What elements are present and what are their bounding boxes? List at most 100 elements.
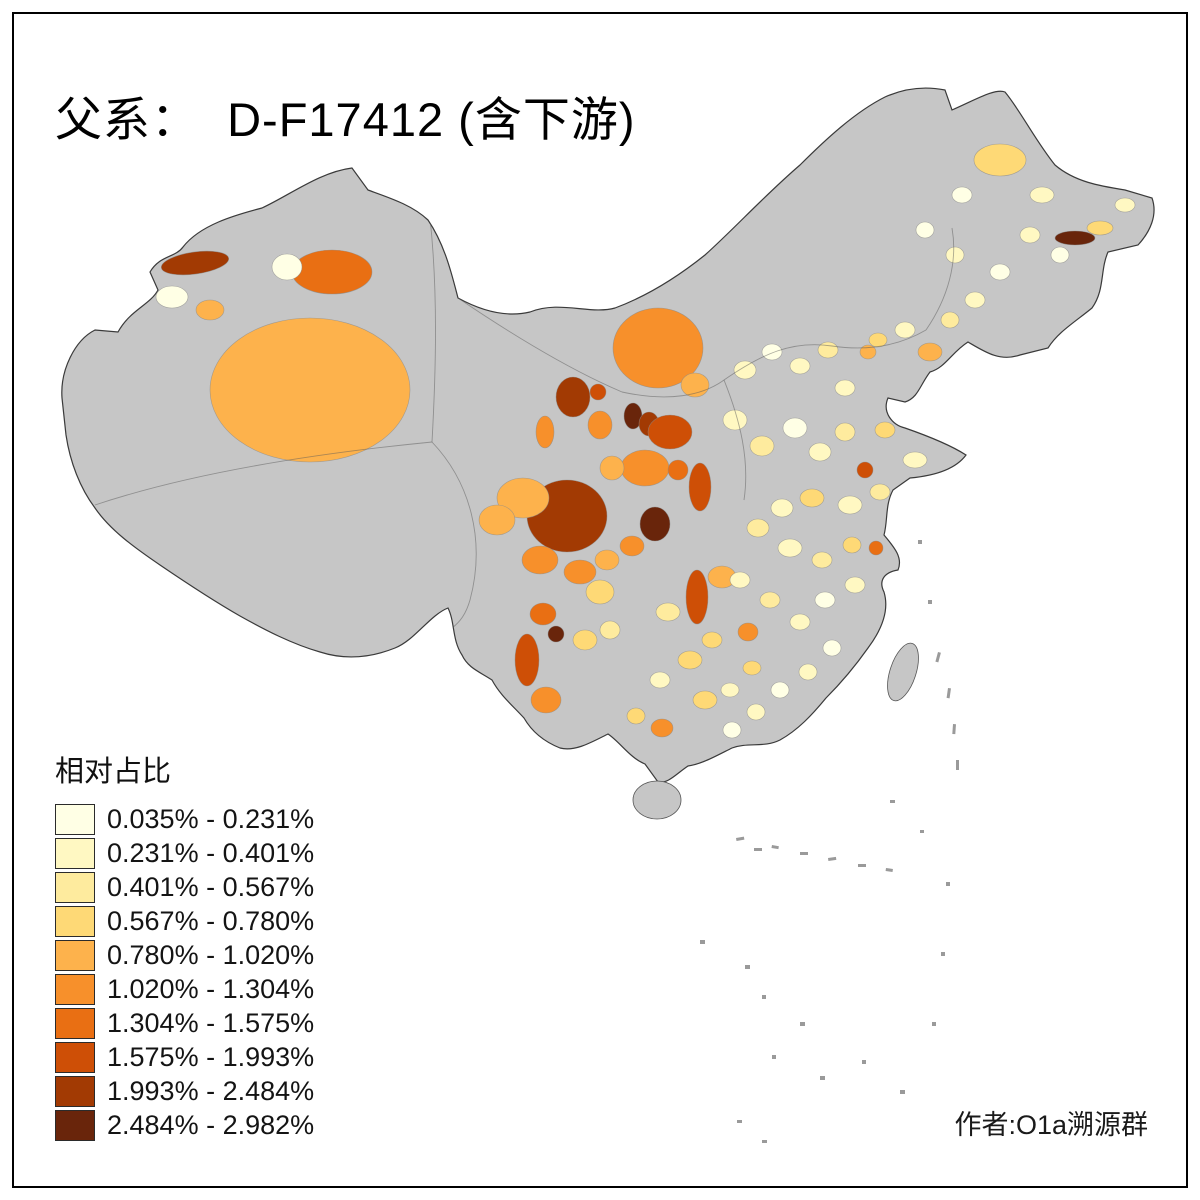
legend-row: 1.993% - 2.484% [55, 1075, 315, 1107]
prefecture-region [667, 459, 689, 481]
prefecture-region [647, 414, 693, 450]
prefecture-region [555, 376, 591, 418]
sea-islet-dash [935, 652, 941, 663]
prefecture-region [789, 613, 811, 631]
prefecture-region [692, 690, 718, 710]
prefecture-region [733, 360, 757, 380]
legend-label: 1.993% - 2.484% [107, 1075, 315, 1106]
prefecture-region [917, 342, 943, 362]
prefecture-region [639, 506, 671, 542]
prefecture-region [529, 602, 557, 626]
prefecture-region [649, 671, 671, 689]
prefecture-region [799, 488, 825, 508]
prefecture-region [195, 299, 225, 321]
legend-label: 1.304% - 1.575% [107, 1007, 315, 1038]
islands [632, 642, 919, 820]
prefecture-region [729, 571, 751, 589]
legend-row: 1.304% - 1.575% [55, 1007, 315, 1039]
prefecture-region [209, 317, 411, 463]
legend-swatch [55, 1109, 95, 1141]
prefecture-region [1086, 220, 1114, 236]
prefecture-region [869, 483, 891, 501]
sea-islet-dash [828, 856, 837, 861]
prefecture-region [688, 462, 712, 512]
prefecture-region [868, 332, 888, 348]
prefecture-region [291, 249, 373, 295]
legend-swatch [55, 803, 95, 835]
legend-row: 1.575% - 1.993% [55, 1041, 315, 1073]
prefecture-region [589, 383, 607, 401]
legend-row: 0.035% - 0.231% [55, 803, 315, 835]
prefecture-region [770, 498, 794, 518]
prefecture-region [915, 221, 935, 239]
prefecture-region [722, 409, 748, 431]
sea-islet-dash [920, 830, 924, 833]
prefecture-region [271, 253, 303, 281]
prefecture-region [1050, 246, 1070, 264]
prefecture-region [989, 263, 1011, 281]
sea-islet-dash [800, 1022, 805, 1026]
sea-islet-dash [762, 1140, 767, 1143]
prefecture-region [496, 477, 550, 519]
legend-swatch [55, 905, 95, 937]
prefecture-region [722, 721, 742, 739]
prefecture-region [585, 579, 615, 605]
sea-islet-dash [941, 952, 945, 956]
prefecture-region [808, 442, 832, 462]
sea-islet-dash [737, 1120, 742, 1123]
prefecture-region [701, 631, 723, 649]
prefecture-region [599, 455, 625, 481]
sea-islet-dash [772, 1055, 776, 1059]
sea-islet-dash [736, 836, 745, 841]
prefecture-region [612, 307, 704, 389]
prefecture-region [514, 633, 540, 687]
legend-row: 0.231% - 0.401% [55, 837, 314, 869]
legend-label: 0.780% - 1.020% [107, 939, 315, 970]
sea-islet-dash [918, 540, 922, 544]
sea-islet-dash [700, 940, 705, 944]
legend-row: 0.401% - 0.567% [55, 871, 314, 903]
legend-row: 2.484% - 2.982% [55, 1109, 315, 1141]
prefecture-region [945, 246, 965, 264]
legend-rows: 0.035% - 0.231% 0.231% - 0.401% 0.401% - 0… [55, 803, 315, 1141]
legend-label: 1.575% - 1.993% [107, 1041, 315, 1072]
sea-islet-dash [858, 864, 866, 867]
legend-swatch [55, 939, 95, 971]
prefecture-region [964, 291, 986, 309]
prefecture-region [478, 504, 516, 536]
prefecture-region [535, 415, 555, 449]
legend-label: 0.567% - 0.780% [107, 905, 315, 936]
prefecture-region [563, 559, 597, 585]
prefecture-region [859, 344, 877, 360]
prefecture-region [587, 410, 613, 440]
sea-islet-dash [820, 1076, 825, 1080]
sea-islet-dash [946, 882, 950, 886]
sea-islet-dash [956, 760, 959, 770]
prefecture-region [817, 341, 839, 359]
legend-row: 0.780% - 1.020% [55, 939, 315, 971]
prefecture-region [868, 540, 884, 556]
prefecture-region [530, 686, 562, 714]
prefecture-region [789, 357, 811, 375]
prefecture-region-layer [155, 143, 1136, 739]
legend-label: 2.484% - 2.982% [107, 1109, 315, 1140]
legend-label: 0.035% - 0.231% [107, 803, 315, 834]
prefecture-region [1054, 230, 1096, 246]
prefecture-region [737, 622, 759, 642]
prefecture-region [856, 461, 874, 479]
prefecture-region [834, 379, 856, 397]
taiwan-island [887, 642, 919, 702]
prefecture-region [746, 703, 766, 721]
prefecture-region [521, 545, 559, 575]
legend-swatch [55, 973, 95, 1005]
prefecture-region [837, 495, 863, 515]
prefecture-region [811, 551, 833, 569]
prefecture-region [650, 718, 674, 738]
prefecture-region [594, 549, 620, 571]
prefecture-region [834, 422, 856, 442]
prefecture-region [874, 421, 896, 439]
prefecture-region [742, 660, 762, 676]
legend-row: 1.020% - 1.304% [55, 973, 314, 1005]
